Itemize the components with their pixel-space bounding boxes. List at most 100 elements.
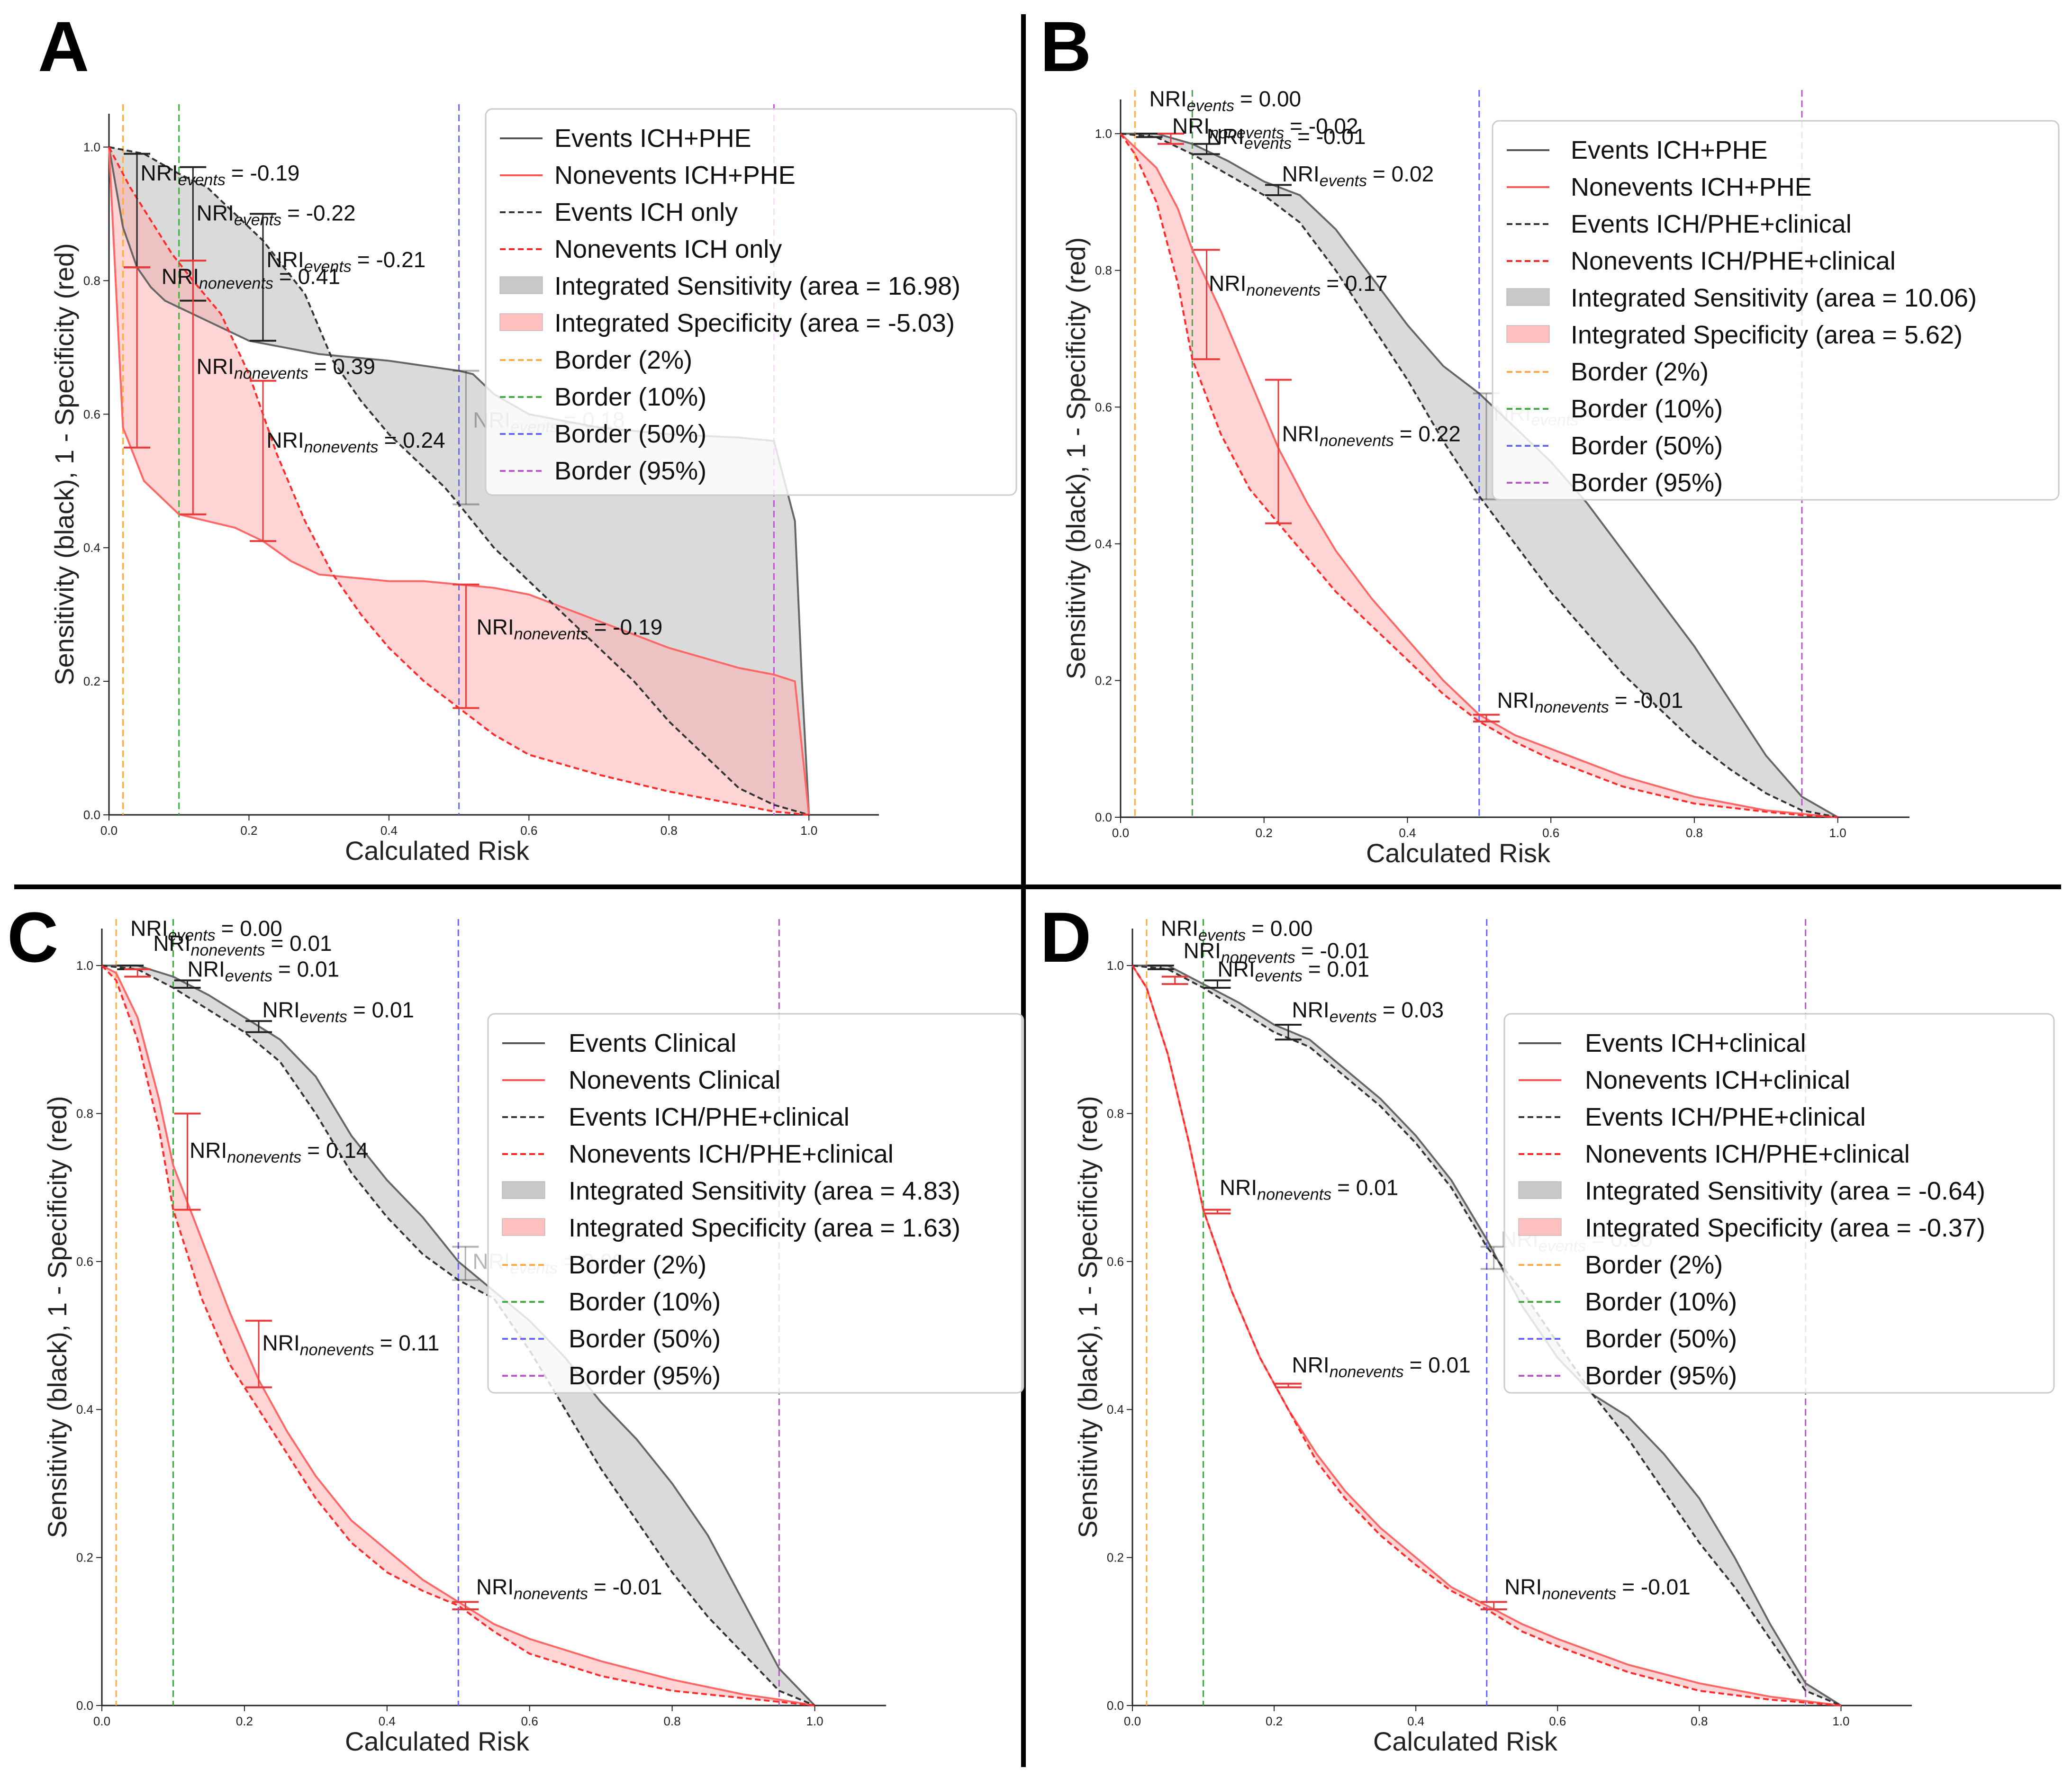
- nri-label: NRI: [476, 1575, 514, 1599]
- nri-annotation: NRInonevents = 0.14: [190, 1138, 368, 1166]
- nri-annotation: NRIevents = 0.00: [1149, 86, 1302, 115]
- nri-subscript: nonevents: [1257, 1185, 1331, 1203]
- y-tick-label: 1.0: [1107, 958, 1124, 973]
- nri-subscript: nonevents: [1246, 281, 1321, 299]
- nonevents-old-line: [1131, 965, 1841, 1706]
- nri-annotation: NRInonevents = 0.39: [197, 354, 375, 383]
- nri-subscript: events: [178, 171, 226, 189]
- y-tick-label: 0.8: [1107, 1106, 1124, 1120]
- y-tick-label: 0.8: [83, 273, 100, 288]
- nri-annotation: NRInonevents = -0.01: [1184, 938, 1370, 966]
- legend-entry: Events ICH only: [554, 198, 738, 226]
- events-old-line: [101, 965, 815, 1706]
- nri-value: = -0.19: [231, 161, 300, 185]
- x-tick-label: 0.0: [1112, 826, 1129, 840]
- legend-entry: Border (2%): [554, 346, 692, 374]
- nri-subscript: nonevents: [514, 625, 588, 643]
- legend-entry: Border (50%): [569, 1325, 721, 1353]
- nri-subscript: nonevents: [191, 941, 265, 959]
- nri-label: NRI: [1172, 114, 1210, 138]
- nri-subscript: events: [1330, 1008, 1377, 1026]
- nri-subscript: nonevents: [1330, 1363, 1404, 1381]
- legend-entry: Nonevents ICH/PHE+clinical: [1571, 247, 1896, 275]
- nri-value: = -0.01: [1622, 1575, 1691, 1599]
- legend-entry: Events ICH+PHE: [1571, 136, 1768, 164]
- nri-annotation: NRIevents = -0.19: [140, 161, 299, 189]
- nri-annotation: NRIevents = -0.22: [197, 201, 356, 229]
- x-tick-label: 0.2: [1266, 1714, 1283, 1728]
- legend-entry: Events ICH+PHE: [554, 124, 751, 153]
- nri-annotation: NRInonevents = -0.01: [1497, 688, 1683, 716]
- integrated-sensitivity-area: [1132, 966, 1841, 1706]
- x-tick-label: 0.4: [379, 1714, 396, 1728]
- nri-value: = -0.19: [594, 614, 663, 639]
- x-axis-label: Calculated Risk: [345, 836, 530, 866]
- nri-value: = 0.24: [384, 428, 445, 452]
- nri-label: NRI: [1497, 688, 1535, 713]
- nri-label: NRI: [1504, 1575, 1542, 1599]
- legend-entry: Border (2%): [569, 1251, 706, 1279]
- nri-annotation: NRInonevents = 0.11: [262, 1330, 440, 1359]
- legend-entry: Border (50%): [1571, 432, 1723, 460]
- nri-value: = -0.22: [287, 201, 356, 226]
- legend-entry: Events Clinical: [569, 1029, 736, 1057]
- x-tick-label: 1.0: [800, 823, 817, 838]
- legend-entry: Border (95%): [1585, 1362, 1737, 1390]
- nri-value: = 0.00: [1240, 86, 1301, 111]
- y-tick-label: 0.4: [83, 541, 100, 555]
- y-tick-label: 0.2: [1095, 673, 1112, 687]
- nri-annotation: NRIevents = 0.01: [188, 957, 340, 985]
- x-tick-label: 0.4: [380, 823, 398, 838]
- integrated-sensitivity-area: [1121, 134, 1838, 818]
- nri-subscript: nonevents: [199, 274, 273, 292]
- nri-annotation: NRInonevents = 0.41: [162, 264, 340, 292]
- y-tick-label: 0.2: [76, 1551, 93, 1565]
- nri-value: = -0.01: [1297, 124, 1366, 149]
- x-tick-label: 0.6: [1549, 1714, 1566, 1728]
- panel-a: A 0.0 0.2 0.4 0.6 0.8 1.0 0.0 0.2 0.4 0.6 0.8 1.0 Cal…: [38, 7, 1017, 866]
- legend-swatch: [502, 1218, 545, 1236]
- nri-value: = 0.17: [1326, 271, 1387, 296]
- nri-annotation: NRInonevents = 0.17: [1209, 271, 1387, 299]
- nri-subscript: events: [1198, 927, 1246, 945]
- nonevents-new-line: [1120, 133, 1838, 818]
- nri-value: = 0.14: [307, 1138, 368, 1163]
- nri-subscript: events: [168, 927, 215, 945]
- legend-entry: Integrated Specificity (area = 5.62): [1571, 321, 1963, 349]
- legend-swatch: [499, 313, 543, 331]
- y-tick-label: 1.0: [1095, 126, 1112, 141]
- nri-label: NRI: [1209, 271, 1246, 296]
- nri-subscript: nonevents: [1210, 124, 1284, 142]
- legend-entry: Nonevents ICH+PHE: [1571, 173, 1812, 201]
- nri-value: = 0.11: [380, 1330, 440, 1355]
- x-tick-label: 0.0: [1124, 1714, 1141, 1728]
- nri-value: = 0.22: [1400, 421, 1461, 446]
- nri-label: NRI: [477, 614, 514, 639]
- nri-subscript: nonevents: [1535, 698, 1609, 716]
- x-tick-label: 0.8: [664, 1714, 681, 1728]
- legend-entry: Nonevents ICH only: [554, 235, 782, 263]
- nri-value: = 0.01: [1410, 1353, 1471, 1377]
- x-tick-label: 0.6: [1542, 826, 1559, 840]
- y-tick-label: 1.0: [83, 140, 100, 154]
- nri-label: NRI: [130, 916, 168, 941]
- legend-swatch: [499, 276, 543, 294]
- nri-label: NRI: [1184, 938, 1221, 963]
- events-new-line: [102, 965, 815, 1706]
- x-tick-label: 0.4: [1407, 1714, 1424, 1728]
- nri-annotation: NRInonevents = 0.24: [266, 428, 445, 456]
- legend-entry: Events ICH/PHE+clinical: [1585, 1103, 1866, 1131]
- nri-value: = 0.01: [1308, 957, 1369, 982]
- x-tick-label: 0.4: [1399, 826, 1416, 840]
- nri-annotation: NRInonevents = -0.01: [1504, 1575, 1691, 1603]
- legend-entry: Integrated Sensitivity (area = 16.98): [554, 272, 960, 300]
- legend-entry: Border (10%): [1571, 395, 1723, 423]
- nri-annotation: NRIevents = 0.03: [1292, 997, 1444, 1026]
- nri-subscript: events: [1244, 135, 1292, 153]
- legend-entry: Events ICH/PHE+clinical: [1571, 210, 1852, 238]
- events-new-line: [1121, 133, 1838, 818]
- y-axis-label: Sensitivity (black), 1 - Specificity (re…: [1061, 237, 1091, 680]
- integrated-specificity-area: [1121, 134, 1838, 818]
- panel-b: B 0.0 0.2 0.4 0.6 0.8 1.0 0.0 0.2 0.4 0.6 0.8 1.0 Cal…: [1040, 7, 2060, 868]
- x-tick-label: 0.2: [240, 823, 257, 838]
